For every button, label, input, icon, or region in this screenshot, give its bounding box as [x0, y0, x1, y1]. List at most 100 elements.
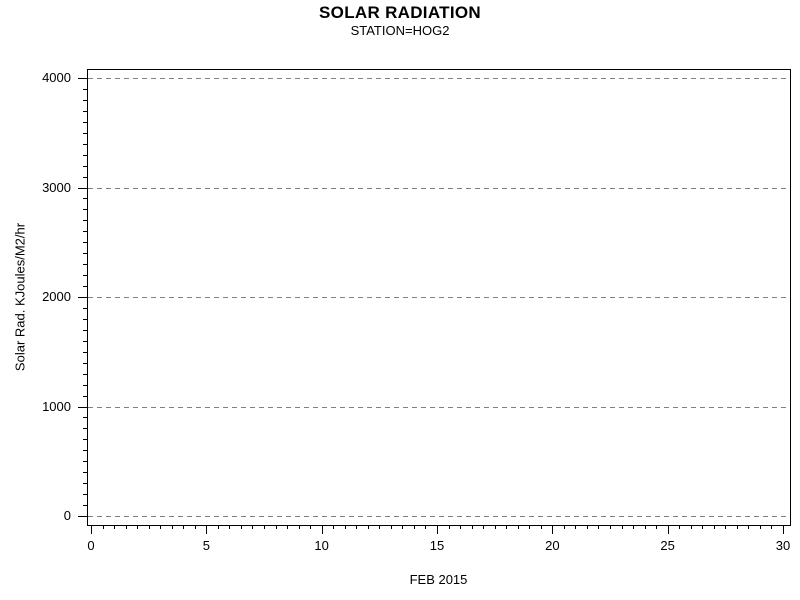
- y-gridline: [88, 516, 789, 517]
- x-minor-tick: [702, 525, 704, 529]
- y-minor-tick: [83, 373, 87, 375]
- x-minor-tick: [460, 525, 462, 529]
- x-tick-label: 20: [545, 538, 560, 553]
- x-minor-tick: [575, 525, 577, 529]
- x-minor-tick: [483, 525, 485, 529]
- x-minor-tick: [160, 525, 162, 529]
- x-minor-tick: [713, 525, 715, 529]
- x-minor-tick: [137, 525, 139, 529]
- x-minor-tick: [540, 525, 542, 529]
- y-minor-tick: [83, 286, 87, 288]
- y-minor-tick: [83, 483, 87, 485]
- x-minor-tick: [725, 525, 727, 529]
- x-major-tick: [667, 525, 669, 534]
- x-minor-tick: [344, 525, 346, 529]
- x-minor-tick: [114, 525, 116, 529]
- x-minor-tick: [229, 525, 231, 529]
- x-minor-tick: [506, 525, 508, 529]
- x-tick-label: 15: [429, 538, 445, 553]
- x-axis-title: FEB 2015: [409, 572, 468, 587]
- y-minor-tick: [83, 494, 87, 496]
- chart-subtitle: STATION=HOG2: [350, 23, 450, 38]
- y-minor-tick: [83, 264, 87, 266]
- y-major-tick: [78, 78, 87, 79]
- x-minor-tick: [194, 525, 196, 529]
- x-major-tick: [91, 525, 92, 534]
- x-minor-tick: [621, 525, 623, 529]
- y-tick-label: 1000: [42, 398, 71, 414]
- x-minor-tick: [610, 525, 611, 529]
- x-minor-tick: [390, 525, 392, 529]
- y-minor-tick: [83, 307, 87, 309]
- x-minor-tick: [217, 525, 219, 529]
- x-tick-label: 10: [314, 538, 329, 553]
- y-minor-tick: [83, 88, 87, 90]
- y-minor-tick: [83, 505, 87, 507]
- y-minor-tick: [83, 220, 87, 222]
- x-minor-tick: [183, 525, 185, 529]
- y-gridline: [88, 187, 789, 189]
- x-major-tick: [206, 525, 208, 534]
- plot-frame: [87, 69, 791, 526]
- y-minor-tick: [83, 143, 87, 145]
- x-minor-tick: [644, 525, 646, 529]
- y-tick-label: 4000: [42, 70, 71, 85]
- y-minor-tick: [83, 461, 87, 463]
- x-minor-tick: [240, 525, 242, 529]
- x-minor-tick: [356, 525, 358, 529]
- y-minor-tick: [83, 351, 87, 353]
- x-minor-tick: [598, 525, 600, 529]
- x-minor-tick: [275, 525, 277, 529]
- x-minor-tick: [633, 525, 635, 529]
- x-minor-tick: [736, 525, 738, 529]
- x-minor-tick: [529, 525, 531, 529]
- x-minor-tick: [402, 525, 404, 529]
- y-minor-tick: [83, 99, 87, 101]
- x-minor-tick: [102, 525, 104, 529]
- y-minor-tick: [83, 329, 87, 331]
- x-tick-label: 30: [775, 538, 791, 553]
- y-minor-tick: [83, 340, 87, 342]
- y-minor-tick: [83, 253, 87, 255]
- y-gridline: [88, 78, 789, 79]
- y-minor-tick: [83, 318, 87, 320]
- y-major-tick: [78, 516, 87, 517]
- x-minor-tick: [367, 525, 369, 529]
- chart-title: SOLAR RADIATION: [319, 3, 481, 22]
- x-major-tick: [783, 525, 784, 534]
- y-major-tick: [78, 297, 87, 298]
- x-minor-tick: [517, 525, 519, 529]
- y-major-tick: [78, 406, 87, 408]
- x-minor-tick: [679, 525, 681, 529]
- y-gridline: [88, 406, 789, 408]
- y-tick-label: 2000: [42, 289, 71, 304]
- y-gridline: [88, 297, 789, 298]
- y-minor-tick: [83, 450, 87, 452]
- y-minor-tick: [83, 439, 87, 441]
- x-major-tick: [552, 525, 554, 534]
- y-minor-tick: [83, 384, 87, 386]
- x-minor-tick: [125, 525, 127, 529]
- x-minor-tick: [148, 525, 150, 529]
- x-major-tick: [437, 525, 438, 534]
- y-minor-tick: [83, 395, 87, 397]
- y-major-tick: [78, 187, 87, 189]
- y-tick-label: 0: [63, 508, 71, 523]
- x-minor-tick: [333, 525, 335, 529]
- y-minor-tick: [83, 132, 87, 134]
- x-tick-label: 0: [87, 538, 95, 553]
- x-minor-tick: [690, 525, 692, 529]
- x-minor-tick: [448, 525, 450, 529]
- y-minor-tick: [83, 154, 87, 156]
- x-minor-tick: [171, 525, 173, 529]
- x-major-tick: [321, 525, 323, 534]
- x-minor-tick: [310, 525, 312, 529]
- y-minor-tick: [83, 275, 87, 277]
- y-minor-tick: [83, 176, 87, 178]
- y-minor-tick: [83, 198, 87, 200]
- y-minor-tick: [83, 110, 87, 112]
- x-minor-tick: [425, 525, 427, 529]
- x-minor-tick: [748, 525, 750, 529]
- y-minor-tick: [83, 231, 87, 233]
